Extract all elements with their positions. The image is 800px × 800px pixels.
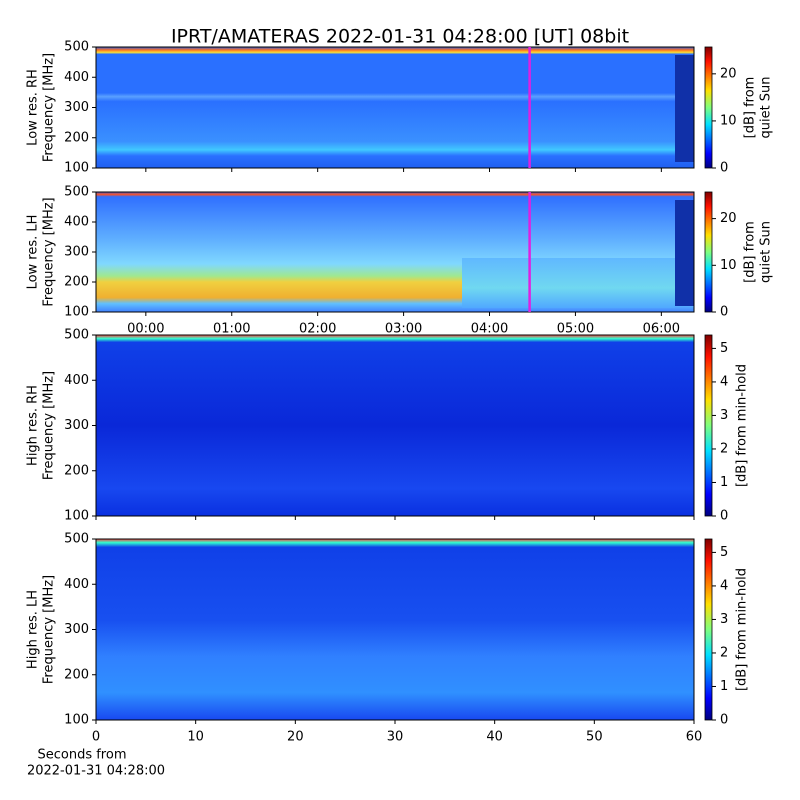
y-tick-label: 300 — [64, 245, 89, 260]
colorbar-tick-label: 10 — [720, 258, 737, 273]
figure-title: IPRT/AMATERAS 2022-01-31 04:28:00 [UT] 0… — [171, 26, 629, 48]
x-tick-label: 05:00 — [557, 322, 594, 337]
colorbar-tick-label: 1 — [720, 679, 728, 694]
y-tick-label: 400 — [64, 215, 89, 230]
y-axis-label: Frequency [MHz] — [42, 575, 57, 684]
colorbar-tick-label: 5 — [720, 341, 728, 356]
y-tick-label: 300 — [64, 100, 89, 115]
x-tick-label: 30 — [387, 730, 404, 745]
spectrogram — [96, 47, 694, 168]
colorbar-tick-label: 20 — [720, 66, 737, 81]
y-tick-label: 200 — [64, 130, 89, 145]
colorbar-label: [dB] from — [743, 221, 758, 283]
colorbar-tick-label: 2 — [720, 645, 728, 660]
colorbar-tick-label: 5 — [720, 545, 728, 560]
x-axis-label: Seconds from — [37, 748, 126, 763]
y-tick-label: 200 — [64, 463, 89, 478]
colorbar-label: [dB] from min-hold — [735, 364, 750, 487]
y-tick-label: 400 — [64, 70, 89, 85]
colorbar — [704, 538, 713, 721]
colorbar-tick-label: 1 — [720, 475, 728, 490]
colorbar — [704, 191, 713, 313]
colorbar — [704, 334, 713, 517]
x-tick-label: 03:00 — [385, 322, 422, 337]
y-tick-label: 500 — [64, 40, 89, 55]
spectrogram-region — [675, 55, 694, 162]
colorbar-tick-label: 3 — [720, 408, 728, 423]
y-tick-label: 500 — [64, 185, 89, 200]
x-tick-label: 02:00 — [299, 322, 336, 337]
y-tick-label: 200 — [64, 275, 89, 290]
y-tick-label: 100 — [64, 305, 89, 320]
x-tick-label: 06:00 — [643, 322, 680, 337]
colorbar-label: quiet Sun — [759, 221, 774, 283]
y-axis-label: Low res. RH — [26, 69, 41, 146]
colorbar-tick-label: 3 — [720, 612, 728, 627]
x-tick-label: 20 — [287, 730, 304, 745]
y-axis-label: Frequency [MHz] — [42, 53, 57, 162]
x-tick-label: 0 — [92, 730, 100, 745]
y-axis-label: Frequency [MHz] — [42, 197, 57, 306]
x-tick-label: 50 — [586, 730, 603, 745]
x-tick-label: 40 — [486, 730, 503, 745]
colorbar-tick-label: 0 — [720, 305, 728, 320]
spectrogram-region — [462, 258, 675, 308]
colorbar-tick-label: 4 — [720, 578, 728, 593]
y-tick-label: 100 — [64, 161, 89, 176]
y-axis-label: High res. LH — [26, 590, 41, 669]
y-axis-label: Frequency [MHz] — [42, 371, 57, 480]
y-tick-label: 300 — [64, 418, 89, 433]
colorbar-tick-label: 2 — [720, 441, 728, 456]
x-tick-label: 60 — [686, 730, 703, 745]
x-tick-label: 00:00 — [127, 322, 164, 337]
y-tick-label: 500 — [64, 532, 89, 547]
colorbar-label: quiet Sun — [759, 76, 774, 138]
y-tick-label: 200 — [64, 667, 89, 682]
x-tick-label: 10 — [187, 730, 204, 745]
colorbar-tick-label: 10 — [720, 113, 737, 128]
colorbar — [704, 46, 713, 169]
colorbar-label: [dB] from min-hold — [735, 568, 750, 691]
y-tick-label: 400 — [64, 373, 89, 388]
y-tick-label: 100 — [64, 713, 89, 728]
colorbar-tick-label: 0 — [720, 509, 728, 524]
y-tick-label: 500 — [64, 328, 89, 343]
spectrogram — [96, 539, 694, 720]
colorbar-label: [dB] from — [743, 77, 758, 139]
y-tick-label: 300 — [64, 622, 89, 637]
spectrogram — [96, 335, 694, 516]
x-axis-label: 2022-01-31 04:28:00 — [27, 764, 165, 779]
spectrogram-region — [675, 200, 694, 306]
colorbar-tick-label: 0 — [720, 713, 728, 728]
colorbar-tick-label: 20 — [720, 211, 737, 226]
y-axis-label: High res. RH — [26, 385, 41, 466]
y-tick-label: 100 — [64, 509, 89, 524]
y-axis-label: Low res. LH — [26, 215, 41, 290]
y-tick-label: 400 — [64, 577, 89, 592]
colorbar-tick-label: 4 — [720, 374, 728, 389]
x-tick-label: 04:00 — [471, 322, 508, 337]
colorbar-tick-label: 0 — [720, 161, 728, 176]
x-tick-label: 01:00 — [213, 322, 250, 337]
